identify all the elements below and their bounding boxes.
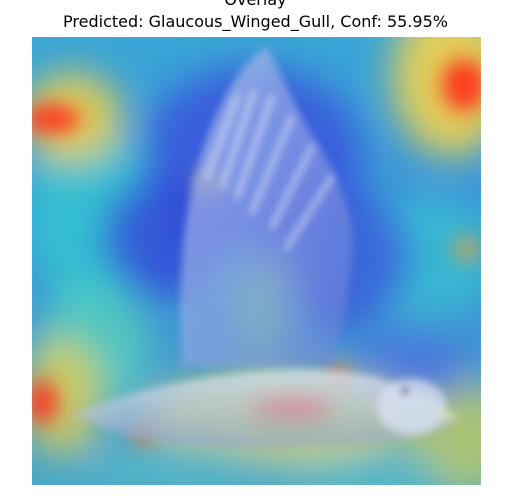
figure-subtitle: Predicted: Glaucous_Winged_Gull, Conf: 5…: [0, 13, 511, 31]
figure-title: Overlay: [0, 0, 511, 9]
heatmap-overlay-image: [32, 37, 481, 485]
